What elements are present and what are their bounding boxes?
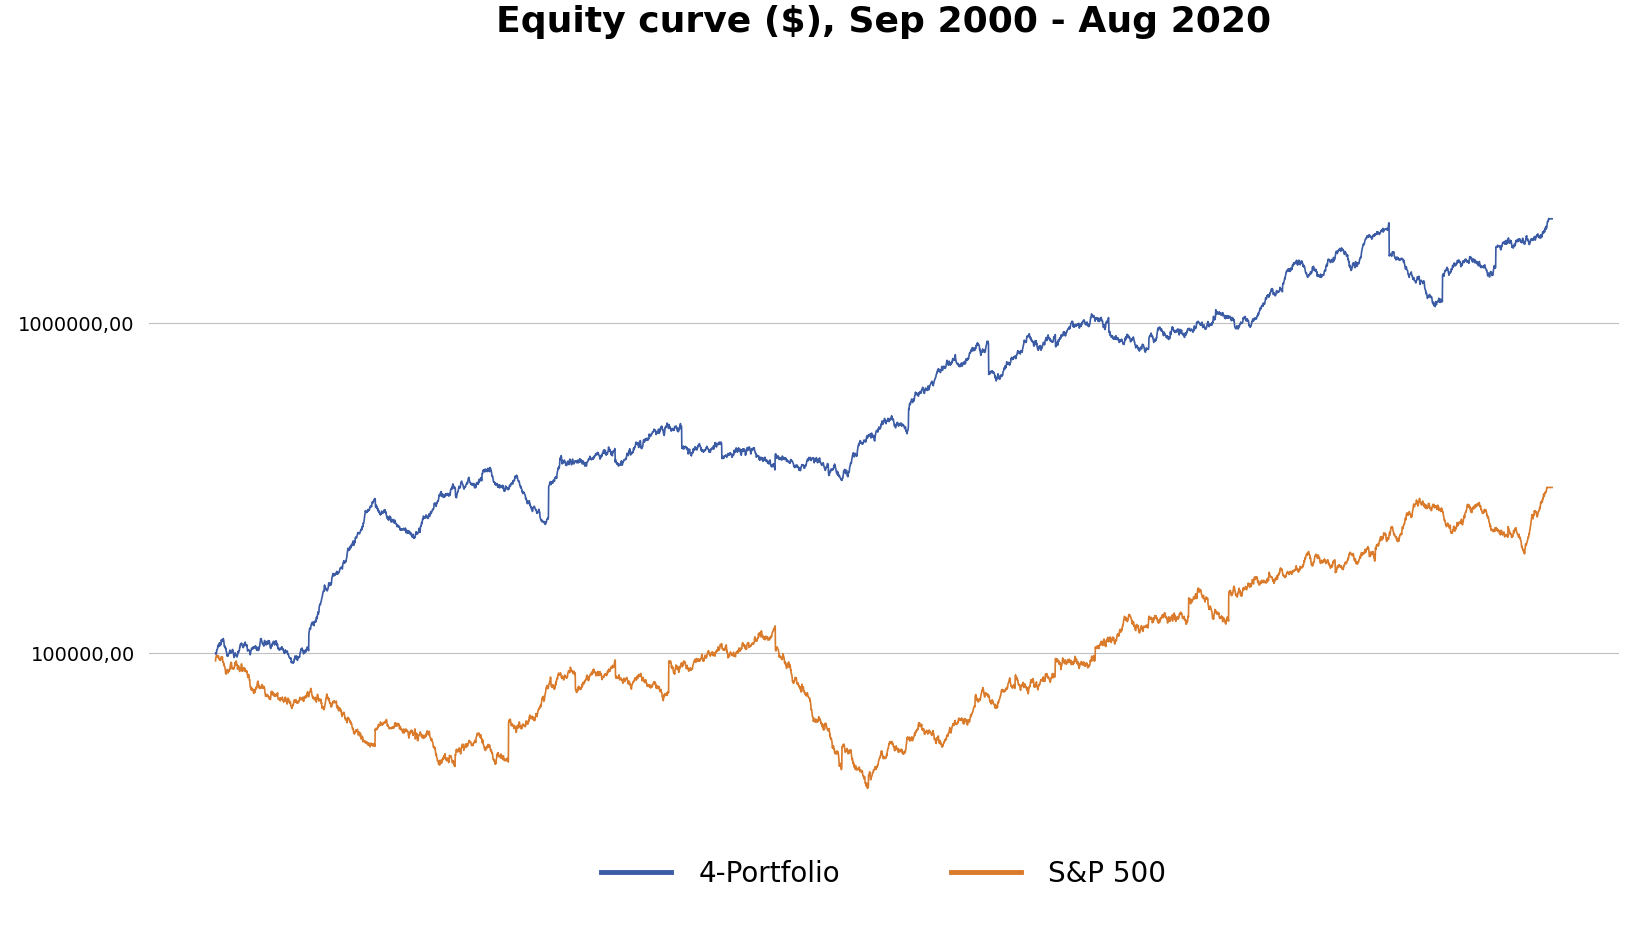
Line: S&P 500: S&P 500 xyxy=(215,487,1553,788)
Title: Equity curve ($), Sep 2000 - Aug 2020: Equity curve ($), Sep 2000 - Aug 2020 xyxy=(496,5,1272,39)
4-Portfolio xyxy=(677,445,697,456)
S&P 500 xyxy=(205,656,225,667)
S&P 500 xyxy=(1536,482,1556,493)
4-Portfolio xyxy=(1122,334,1142,346)
4-Portfolio xyxy=(1543,213,1563,224)
4-Portfolio xyxy=(208,640,228,652)
S&P 500 xyxy=(430,754,449,766)
Legend: 4-Portfolio, S&P 500: 4-Portfolio, S&P 500 xyxy=(590,849,1178,899)
4-Portfolio xyxy=(431,487,451,499)
S&P 500 xyxy=(1122,618,1142,630)
Line: 4-Portfolio: 4-Portfolio xyxy=(215,218,1553,663)
4-Portfolio xyxy=(983,368,1003,379)
4-Portfolio xyxy=(205,648,225,659)
4-Portfolio xyxy=(1538,213,1558,224)
S&P 500 xyxy=(983,697,1003,709)
S&P 500 xyxy=(1305,550,1325,561)
S&P 500 xyxy=(857,783,877,794)
4-Portfolio xyxy=(1305,265,1325,276)
S&P 500 xyxy=(677,662,697,674)
S&P 500 xyxy=(1543,482,1563,493)
S&P 500 xyxy=(208,653,228,664)
4-Portfolio xyxy=(282,657,302,669)
